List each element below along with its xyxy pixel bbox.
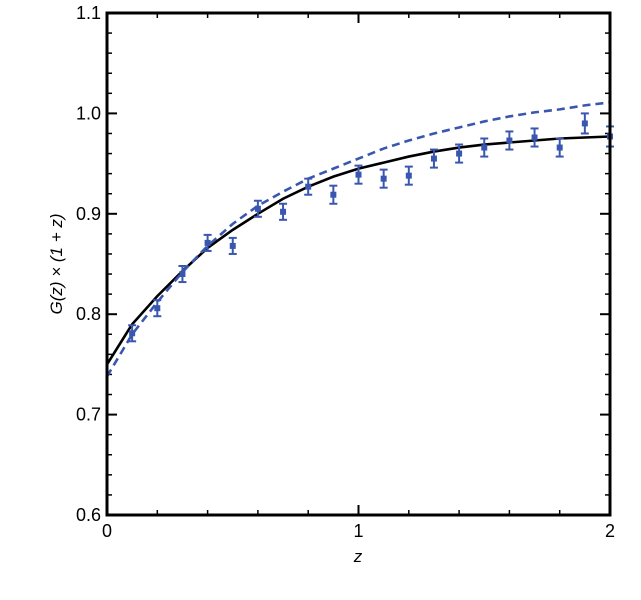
- point-marker: [405, 172, 412, 179]
- series-layer: [105, 101, 614, 378]
- x-tick-label: 1: [353, 521, 363, 541]
- data-point: [429, 148, 438, 169]
- y-tick-label: 1.1: [76, 3, 101, 23]
- data-point: [253, 199, 262, 218]
- labels-layer: z G(z) × (1 + z): [47, 213, 363, 566]
- data-point: [128, 324, 137, 343]
- data-point: [329, 184, 338, 205]
- data-point: [354, 164, 363, 185]
- data-point: [580, 112, 589, 135]
- point-marker: [305, 183, 312, 190]
- y-tick-label: 0.7: [76, 405, 101, 425]
- data-point: [279, 202, 288, 221]
- point-marker: [129, 330, 136, 337]
- point-marker: [280, 208, 287, 215]
- point-marker: [506, 137, 513, 144]
- point-marker: [204, 239, 211, 246]
- dashed-curve: [105, 101, 611, 378]
- y-tick-label: 0.8: [76, 304, 101, 324]
- data-point: [455, 143, 464, 164]
- point-marker: [254, 205, 261, 212]
- data-point: [404, 165, 413, 186]
- data-point: [178, 265, 187, 284]
- data-point: [304, 177, 313, 196]
- data-point: [153, 299, 162, 318]
- y-tick-label: 0.9: [76, 204, 101, 224]
- point-marker: [179, 271, 186, 278]
- y-tick-label: 1.0: [76, 103, 101, 123]
- point-marker: [481, 144, 488, 151]
- ticks-layer: 0.6 0.7 0.8 0.9 1.0 1.1 0 1 2: [76, 3, 615, 541]
- data-point: [228, 236, 237, 255]
- data-point: [480, 137, 489, 158]
- point-marker: [531, 134, 538, 141]
- data-point: [379, 168, 388, 189]
- point-marker: [456, 150, 463, 157]
- data-point: [203, 233, 212, 252]
- point-marker: [430, 155, 437, 162]
- data-point: [555, 137, 564, 158]
- plot-frame: [105, 11, 612, 517]
- x-axis-label: z: [353, 547, 363, 566]
- point-marker: [330, 191, 337, 198]
- data-point: [505, 130, 514, 151]
- y-tick-label: 0.6: [76, 505, 101, 525]
- point-marker: [154, 305, 161, 312]
- x-tick-label: 0: [102, 521, 112, 541]
- y-axis-label: G(z) × (1 + z): [47, 213, 66, 314]
- point-marker: [355, 171, 362, 178]
- point-marker: [229, 242, 236, 249]
- data-point: [530, 127, 539, 148]
- point-marker: [581, 120, 588, 127]
- x-tick-label: 2: [605, 521, 615, 541]
- point-marker: [556, 144, 563, 151]
- point-marker: [380, 175, 387, 182]
